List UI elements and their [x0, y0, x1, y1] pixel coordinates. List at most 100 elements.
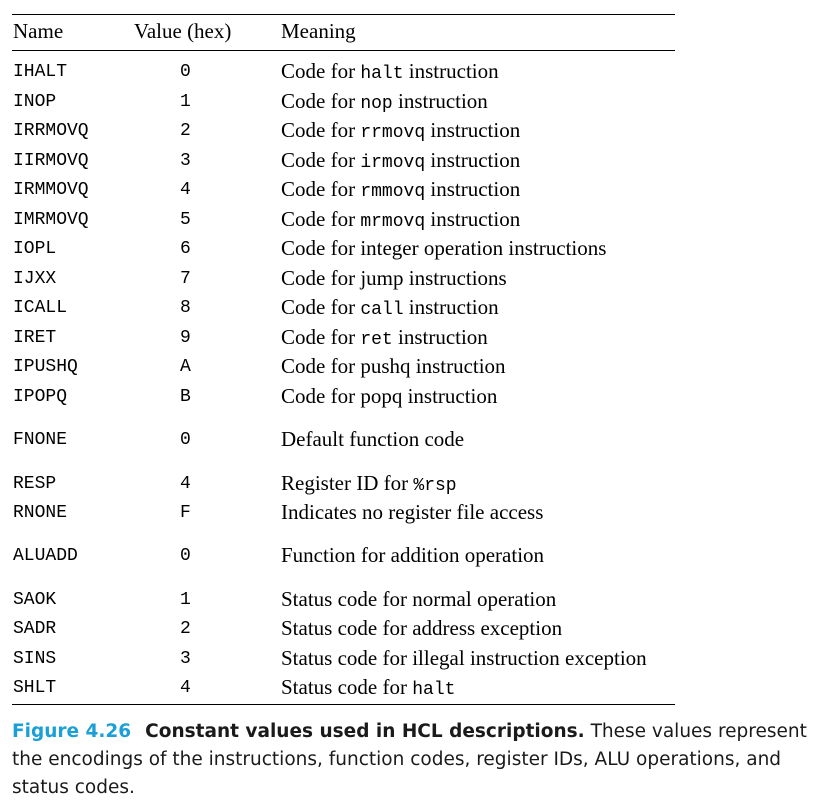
row-meaning: Code for ret instruction	[281, 325, 488, 350]
caption-title: Constant values used in HCL descriptions…	[145, 721, 585, 742]
meaning-code: call	[360, 300, 404, 320]
row-meaning: Code for irmovq instruction	[281, 148, 520, 173]
meaning-text: Status code for normal operation	[281, 587, 557, 611]
meaning-text: Register ID for	[281, 471, 414, 495]
row-value: B	[180, 387, 191, 407]
row-name: IIRMOVQ	[13, 151, 89, 171]
row-name: IJXX	[13, 269, 57, 289]
meaning-text-suffix: instruction	[425, 118, 521, 142]
header-value: Value (hex)	[134, 19, 232, 43]
table-top-rule	[12, 14, 675, 15]
meaning-text: Code for	[281, 118, 361, 142]
meaning-text: Code for	[281, 295, 361, 319]
meaning-code: nop	[360, 94, 393, 114]
row-name: IRET	[13, 328, 57, 348]
meaning-text: Code for	[281, 177, 361, 201]
meaning-text-suffix: instruction	[392, 325, 488, 349]
meaning-text-suffix: instruction	[403, 295, 499, 319]
row-name: SHLT	[13, 678, 57, 698]
row-meaning: Code for pushq instruction	[281, 354, 506, 379]
meaning-text-suffix: instruction	[425, 177, 521, 201]
row-name: ALUADD	[13, 546, 78, 566]
meaning-text-suffix: instruction	[425, 148, 521, 172]
row-name: IHALT	[13, 62, 68, 82]
row-name: SINS	[13, 649, 57, 669]
meaning-code: %rsp	[413, 476, 457, 496]
row-meaning: Status code for halt	[281, 675, 455, 700]
row-meaning: Status code for normal operation	[281, 587, 556, 612]
row-meaning: Code for rrmovq instruction	[281, 118, 520, 143]
row-name: IOPL	[13, 239, 57, 259]
row-meaning: Function for addition operation	[281, 543, 544, 568]
row-meaning: Code for integer operation instructions	[281, 236, 606, 261]
caption-text: These values represent the encodings of …	[12, 721, 807, 798]
meaning-text: Code for	[281, 148, 361, 172]
row-value: A	[180, 357, 191, 377]
meaning-code: halt	[412, 680, 456, 700]
row-meaning: Register ID for %rsp	[281, 471, 457, 496]
meaning-text: Code for popq instruction	[281, 384, 498, 408]
meaning-code: mrmovq	[360, 212, 426, 232]
row-value: 3	[180, 649, 191, 669]
row-meaning: Code for nop instruction	[281, 89, 488, 114]
meaning-code: irmovq	[360, 153, 426, 173]
meaning-text: Code for	[281, 325, 361, 349]
row-value: 9	[180, 328, 191, 348]
row-meaning: Code for mrmovq instruction	[281, 207, 520, 232]
row-meaning: Indicates no register file access	[281, 500, 543, 525]
row-value: 5	[180, 210, 191, 230]
header-meaning: Meaning	[281, 19, 356, 43]
row-value: 1	[180, 92, 191, 112]
row-name: ICALL	[13, 298, 68, 318]
row-value: 8	[180, 298, 191, 318]
row-meaning: Code for call instruction	[281, 295, 499, 320]
meaning-text: Function for addition operation	[281, 543, 545, 567]
row-name: SADR	[13, 619, 57, 639]
row-meaning: Status code for illegal instruction exce…	[281, 646, 647, 671]
row-value: 0	[180, 430, 191, 450]
row-value: 0	[180, 546, 191, 566]
meaning-code: rmmovq	[360, 182, 426, 202]
row-name: INOP	[13, 92, 57, 112]
meaning-code: halt	[360, 64, 404, 84]
meaning-text: Status code for	[281, 675, 413, 699]
meaning-text-suffix: instruction	[392, 89, 488, 113]
figure-caption: Figure 4.26 Constant values used in HCL d…	[12, 718, 812, 802]
meaning-text: Code for	[281, 207, 361, 231]
row-meaning: Status code for address exception	[281, 616, 562, 641]
row-name: IRMMOVQ	[13, 180, 89, 200]
meaning-text: Code for pushq instruction	[281, 354, 506, 378]
meaning-text: Code for jump instructions	[281, 266, 507, 290]
meaning-text: Code for integer operation instructions	[281, 236, 607, 260]
meaning-text: Indicates no register file access	[281, 500, 544, 524]
row-name: RNONE	[13, 503, 68, 523]
table-bottom-rule	[12, 704, 675, 705]
row-name: IMRMOVQ	[13, 210, 89, 230]
row-value: F	[180, 503, 191, 523]
row-name: IPOPQ	[13, 387, 68, 407]
meaning-text-suffix: instruction	[425, 207, 521, 231]
table-header-rule	[12, 50, 675, 51]
row-meaning: Code for jump instructions	[281, 266, 507, 291]
meaning-text: Default function code	[281, 427, 465, 451]
row-name: SAOK	[13, 590, 57, 610]
row-name: IRRMOVQ	[13, 121, 89, 141]
row-meaning: Code for popq instruction	[281, 384, 497, 409]
figure-label: Figure 4.26	[12, 721, 132, 742]
meaning-code: rrmovq	[360, 123, 426, 143]
meaning-code: ret	[360, 330, 393, 350]
row-value: 2	[180, 619, 191, 639]
meaning-text-suffix: instruction	[403, 59, 499, 83]
meaning-text: Status code for illegal instruction exce…	[281, 646, 647, 670]
row-value: 4	[180, 180, 191, 200]
row-value: 3	[180, 151, 191, 171]
row-value: 1	[180, 590, 191, 610]
row-value: 0	[180, 62, 191, 82]
row-value: 6	[180, 239, 191, 259]
row-meaning: Code for rmmovq instruction	[281, 177, 520, 202]
row-value: 7	[180, 269, 191, 289]
row-value: 4	[180, 474, 191, 494]
constants-table: Name Value (hex) Meaning IHALT 0 Code for …	[12, 14, 675, 705]
row-meaning: Default function code	[281, 427, 464, 452]
row-value: 2	[180, 121, 191, 141]
